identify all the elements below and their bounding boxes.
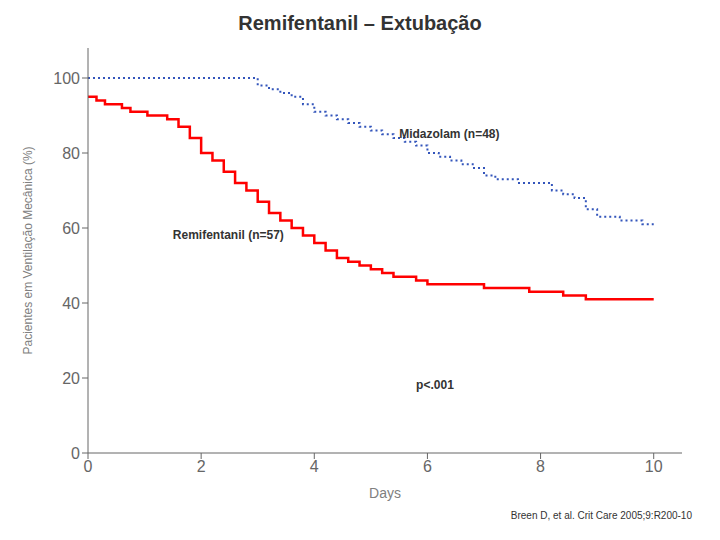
svg-text:p<.001: p<.001: [416, 378, 454, 392]
svg-text:8: 8: [536, 458, 545, 475]
html-text:Remifentanil – Extubação: Remifentanil – Extubação: [238, 12, 482, 34]
svg-text:20: 20: [62, 370, 80, 387]
svg-text:4: 4: [310, 458, 319, 475]
svg-text:80: 80: [62, 145, 80, 162]
svg-text:40: 40: [62, 295, 80, 312]
svg-text:0: 0: [84, 458, 93, 475]
svg-text:Remifentanil (n=57): Remifentanil (n=57): [173, 228, 284, 242]
svg-text:Midazolam (n=48): Midazolam (n=48): [399, 127, 499, 141]
svg-text:100: 100: [53, 70, 80, 87]
svg-text:0: 0: [71, 445, 80, 462]
svg-text:60: 60: [62, 220, 80, 237]
svg-text:Days: Days: [369, 485, 401, 501]
svg-text:10: 10: [645, 458, 663, 475]
svg-text:Pacientes em Ventilação Mecâni: Pacientes em Ventilação Mecânica (%): [21, 146, 35, 354]
svg-text:6: 6: [423, 458, 432, 475]
html-text:Breen D, et al. Crit Care 2005: Breen D, et al. Crit Care 2005;9:R200-10: [510, 510, 692, 521]
svg-text:2: 2: [197, 458, 206, 475]
